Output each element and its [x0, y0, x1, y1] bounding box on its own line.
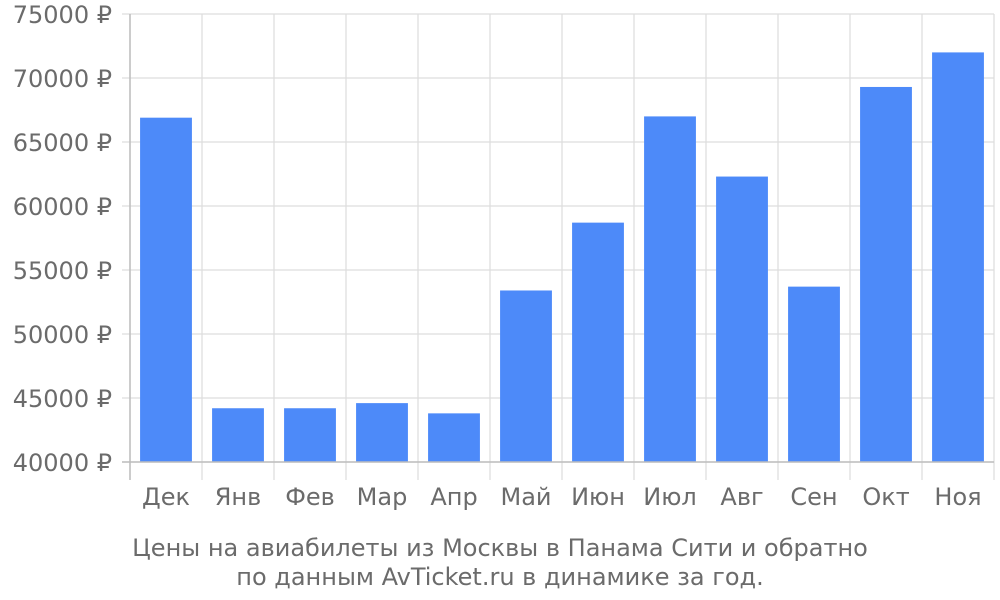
bar	[572, 222, 624, 462]
bar	[788, 286, 840, 462]
x-tick-label: Мар	[357, 483, 408, 511]
y-tick-label: 65000 ₽	[13, 129, 112, 157]
bar	[140, 117, 192, 463]
bars	[140, 52, 984, 463]
bar	[860, 86, 912, 463]
x-tick-label: Авг	[720, 483, 763, 511]
x-tick-label: Дек	[142, 483, 190, 511]
y-tick-label: 75000 ₽	[13, 1, 112, 29]
x-tick-label: Окт	[862, 483, 909, 511]
bar	[212, 408, 264, 462]
y-tick-label: 60000 ₽	[13, 193, 112, 221]
chart-caption-line-1: Цены на авиабилеты из Москвы в Панама Си…	[132, 534, 868, 562]
y-tick-label: 55000 ₽	[13, 257, 112, 285]
x-tick-label: Май	[500, 483, 551, 511]
bar	[716, 176, 768, 462]
x-tick-label: Июл	[643, 483, 697, 511]
x-tick-label: Апр	[430, 483, 477, 511]
bar	[644, 116, 696, 463]
y-tick-label: 50000 ₽	[13, 321, 112, 349]
bar	[356, 403, 408, 462]
x-tick-label: Сен	[790, 483, 837, 511]
bar	[284, 408, 336, 462]
chart-caption-line-2: по данным AvTicket.ru в динамике за год.	[236, 563, 764, 591]
x-tick-label: Янв	[215, 483, 262, 511]
axes	[122, 14, 994, 480]
bar	[932, 52, 984, 463]
x-tick-label: Июн	[571, 483, 625, 511]
x-tick-labels: Дек Янв Фев Мар Апр Май Июн Июл Авг Сен Окт Ноя	[142, 483, 982, 511]
bar	[428, 413, 480, 462]
y-tick-label: 45000 ₽	[13, 385, 112, 413]
y-tick-labels: 40000 ₽ 45000 ₽ 50000 ₽ 55000 ₽ 60000 ₽ 65000…	[13, 1, 112, 477]
y-tick-label: 40000 ₽	[13, 449, 112, 477]
bar	[500, 290, 552, 462]
x-tick-label: Ноя	[934, 483, 981, 511]
x-tick-label: Фев	[285, 483, 335, 511]
grid	[122, 13, 995, 480]
y-tick-label: 70000 ₽	[13, 65, 112, 93]
